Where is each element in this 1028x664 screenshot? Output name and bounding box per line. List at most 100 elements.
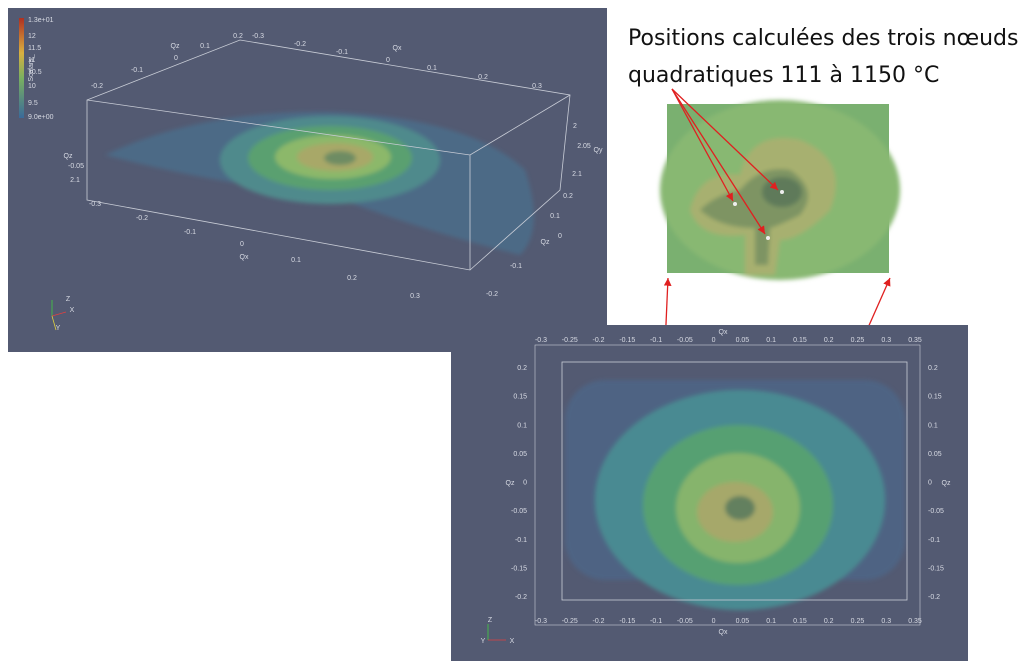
triad-label: Y bbox=[481, 638, 486, 645]
annotation-line: quadratiques 111 à 1150 °C bbox=[628, 63, 939, 88]
triad-label: Z bbox=[488, 617, 493, 624]
y-tick-label: 0.2 bbox=[928, 365, 938, 372]
x-tick-label: 0.35 bbox=[908, 337, 922, 344]
triad-label: Z bbox=[66, 296, 71, 303]
y-axis-label: Qz bbox=[506, 480, 515, 487]
axis-tick-label: -0.2 bbox=[486, 291, 498, 298]
x-tick-label: 0.25 bbox=[851, 337, 865, 344]
y-tick-label: 0.15 bbox=[513, 394, 527, 401]
x-tick-label: -0.1 bbox=[650, 337, 662, 344]
axis-tick-label: 0.2 bbox=[347, 275, 357, 282]
x-tick-label: 0.1 bbox=[766, 337, 776, 344]
x-tick-label: -0.2 bbox=[593, 337, 605, 344]
y-tick-label: -0.05 bbox=[928, 508, 944, 515]
x-tick-label: -0.05 bbox=[677, 618, 693, 625]
x-tick-label: 0.25 bbox=[851, 618, 865, 625]
y-tick-label: -0.2 bbox=[928, 594, 940, 601]
axis-tick-label: -0.1 bbox=[510, 263, 522, 270]
colorbar-label: 1.3e+01 bbox=[28, 17, 54, 24]
colorbar-label: 9.0e+00 bbox=[28, 114, 54, 121]
axis-tick-label: 0.1 bbox=[427, 65, 437, 72]
x-tick-label: -0.15 bbox=[619, 618, 635, 625]
x-tick-label: -0.1 bbox=[650, 618, 662, 625]
x-tick-label: 0 bbox=[712, 337, 716, 344]
x-tick-label: -0.25 bbox=[562, 337, 578, 344]
axis-tick-label: Qz bbox=[171, 43, 180, 50]
x-tick-label: 0.05 bbox=[736, 618, 750, 625]
axis-tick-label: -0.1 bbox=[131, 67, 143, 74]
colorbar-label: 10.5 bbox=[28, 69, 42, 76]
x-tick-label: -0.15 bbox=[619, 337, 635, 344]
axis-tick-label: -0.1 bbox=[184, 229, 196, 236]
y-tick-label: -0.15 bbox=[928, 565, 944, 572]
y-tick-label: 0.1 bbox=[928, 422, 938, 429]
axis-tick-label: -0.3 bbox=[252, 33, 264, 40]
y-tick-label: 0.15 bbox=[928, 394, 942, 401]
axis-tick-label: 0.1 bbox=[550, 213, 560, 220]
y-tick-label: -0.1 bbox=[928, 537, 940, 544]
axis-tick-label: Qy bbox=[594, 147, 603, 154]
colorbar-label: 12 bbox=[28, 33, 36, 40]
y-tick-label: -0.05 bbox=[511, 508, 527, 515]
y-tick-label: 0 bbox=[928, 480, 932, 487]
y-tick-label: 0.1 bbox=[517, 422, 527, 429]
x-tick-label: 0 bbox=[712, 618, 716, 625]
y-tick-label: 0.05 bbox=[928, 451, 942, 458]
y-tick-label: -0.15 bbox=[511, 565, 527, 572]
colorbar-label: 10 bbox=[28, 83, 36, 90]
axis-tick-label: -0.2 bbox=[91, 83, 103, 90]
axis-tick-label: 2 bbox=[573, 123, 577, 130]
axis-tick-label: 0.2 bbox=[478, 74, 488, 81]
y-tick-label: -0.2 bbox=[515, 594, 527, 601]
x-tick-label: 0.3 bbox=[881, 337, 891, 344]
axis-tick-label: -0.3 bbox=[89, 201, 101, 208]
x-tick-label: 0.2 bbox=[824, 618, 834, 625]
x-tick-label: -0.3 bbox=[535, 337, 547, 344]
axis-tick-label: 0.1 bbox=[291, 257, 301, 264]
y-tick-label: 0 bbox=[523, 480, 527, 487]
y-tick-label: -0.1 bbox=[515, 537, 527, 544]
axis-tick-label: -0.1 bbox=[336, 49, 348, 56]
y-axis-label: Qz bbox=[942, 480, 951, 487]
axis-tick-label: 0.2 bbox=[233, 33, 243, 40]
axis-tick-label: 0 bbox=[558, 233, 562, 240]
x-axis-label: Qx bbox=[719, 329, 728, 336]
zoom-view bbox=[659, 88, 900, 471]
axis-tick-label: -0.05 bbox=[68, 163, 84, 170]
axis-tick-label: 0.1 bbox=[200, 43, 210, 50]
x-axis-label: Qx bbox=[719, 629, 728, 636]
axis-tick-label: 0.3 bbox=[532, 83, 542, 90]
axis-tick-label: 0.3 bbox=[410, 293, 420, 300]
axis-tick-label: Qz bbox=[541, 239, 550, 246]
colorbar-title: Scalars_ bbox=[28, 54, 35, 81]
x-tick-label: -0.05 bbox=[677, 337, 693, 344]
axis-tick-label: -0.2 bbox=[294, 41, 306, 48]
x-tick-label: -0.25 bbox=[562, 618, 578, 625]
axis-tick-label: 0.2 bbox=[563, 193, 573, 200]
x-tick-label: 0.2 bbox=[824, 337, 834, 344]
axis-tick-label: Qz bbox=[64, 153, 73, 160]
x-tick-label: 0.15 bbox=[793, 337, 807, 344]
colorbar-label: 9.5 bbox=[28, 100, 38, 107]
triad-label: X bbox=[70, 307, 75, 314]
axis-tick-label: Qx bbox=[393, 45, 402, 52]
x-tick-label: -0.2 bbox=[593, 618, 605, 625]
axis-tick-label: 2.1 bbox=[572, 171, 582, 178]
axis-tick-label: 0 bbox=[174, 55, 178, 62]
y-tick-label: 0.2 bbox=[517, 365, 527, 372]
x-tick-label: 0.05 bbox=[736, 337, 750, 344]
x-tick-label: 0.3 bbox=[881, 618, 891, 625]
colorbar-label: 11.5 bbox=[28, 45, 41, 52]
axis-tick-label: Qx bbox=[240, 254, 249, 261]
y-tick-label: 0.05 bbox=[513, 451, 527, 458]
axis-tick-label: -0.2 bbox=[136, 215, 148, 222]
axis-tick-label: 0 bbox=[386, 57, 390, 64]
x-tick-label: 0.15 bbox=[793, 618, 807, 625]
view-3d bbox=[8, 8, 607, 352]
x-tick-label: 0.35 bbox=[908, 618, 922, 625]
view-top bbox=[451, 325, 968, 661]
triad-label: Y bbox=[56, 325, 61, 332]
x-tick-label: 0.1 bbox=[766, 618, 776, 625]
axis-tick-label: 0 bbox=[240, 241, 244, 248]
colorbar-label: 11 bbox=[28, 57, 35, 64]
